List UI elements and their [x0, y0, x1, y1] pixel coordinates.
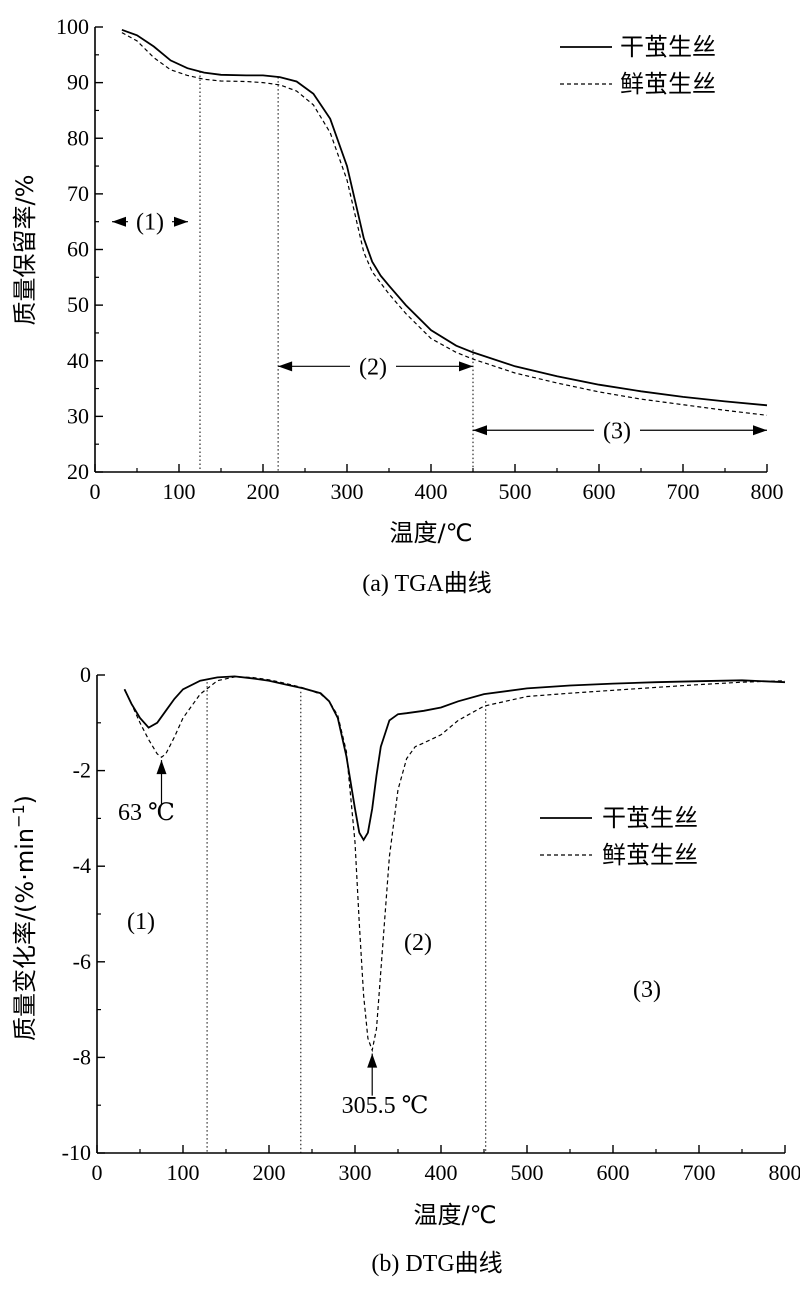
- y-tick-label: 0: [80, 662, 91, 687]
- stage2-label: (2): [359, 354, 387, 380]
- y-axis-label: 质量保留率/%: [11, 175, 39, 326]
- chart-caption: (a) TGA曲线: [362, 570, 492, 597]
- y-tick-label: -2: [73, 758, 91, 783]
- x-tick-label: 700: [683, 1160, 716, 1185]
- y-tick-label: 20: [67, 459, 89, 484]
- series-line-dry-cocoon: [123, 675, 786, 842]
- stage3-label: (3): [603, 418, 631, 444]
- x-tick-label: 200: [247, 479, 280, 504]
- y-axis-label-main: 质量变化率/(%·min: [11, 828, 39, 1041]
- stage3-label-bg: [594, 416, 640, 445]
- stage1-label: (1): [127, 909, 155, 935]
- series-line-fresh-cocoon: [121, 32, 768, 416]
- peak2-arrow-head: [367, 1053, 378, 1068]
- y-axis-label-end: ): [11, 795, 39, 804]
- stage3-label: (3): [633, 977, 661, 1003]
- x-tick-label: 600: [583, 479, 616, 504]
- x-tick-label: 400: [425, 1160, 458, 1185]
- x-tick-label: 100: [163, 479, 196, 504]
- y-tick-label: -6: [73, 949, 91, 974]
- x-tick-label: 400: [415, 479, 448, 504]
- x-tick-label: 600: [597, 1160, 630, 1185]
- peak1-label: 63 ℃: [118, 800, 175, 826]
- legend-label-fresh: 鲜茧生丝: [602, 841, 698, 869]
- series-line-dry-cocoon: [121, 28, 768, 407]
- y-axis-label: 质量变化率/(%·min−1): [9, 795, 39, 1041]
- y-tick-label: -8: [73, 1044, 91, 1069]
- x-tick-label: 300: [331, 479, 364, 504]
- stage1-arrow-left: [112, 216, 126, 227]
- stage2-arrow-right: [459, 361, 473, 372]
- legend-label-dry: 干茧生丝: [620, 33, 716, 61]
- x-tick-label: 800: [769, 1160, 800, 1185]
- stage2-label-bg: [350, 352, 396, 381]
- legend-label-fresh: 鲜茧生丝: [620, 70, 716, 98]
- legend-label-dry: 干茧生丝: [602, 804, 698, 832]
- stage2-label: (2): [404, 930, 432, 956]
- x-tick-label: 500: [511, 1160, 544, 1185]
- x-tick-label: 700: [667, 479, 700, 504]
- x-tick-label: 200: [253, 1160, 286, 1185]
- peak2-label: 305.5 ℃: [342, 1093, 429, 1119]
- peak1-arrow-head: [156, 760, 167, 775]
- tga-chart: 0 100 200 300 400 500 600 700 800 20 30 40 50 60 70 80 9…: [11, 14, 784, 597]
- x-axis-label: 温度/℃: [413, 1201, 496, 1229]
- x-tick-label: 100: [167, 1160, 200, 1185]
- stage2-arrow-left: [278, 361, 293, 372]
- stage3-arrow-right: [753, 425, 767, 436]
- series-line-fresh-cocoon: [123, 676, 786, 1053]
- y-tick-label: 90: [67, 70, 89, 95]
- y-tick-label: 100: [56, 14, 89, 39]
- stage1-label-bg: [128, 207, 172, 236]
- chart-caption: (b) DTG曲线: [371, 1250, 502, 1277]
- x-tick-label: 0: [90, 479, 101, 504]
- y-tick-label: 40: [67, 348, 89, 373]
- stage1-arrow-right: [174, 216, 188, 227]
- dtg-chart: 0 100 200 300 400 500 600 700 800 -10 -8 -6 -4 -2 0 干茧生…: [9, 662, 800, 1277]
- x-tick-label: 300: [339, 1160, 372, 1185]
- x-tick-label: 500: [499, 479, 532, 504]
- y-tick-label: 80: [67, 125, 89, 150]
- x-tick-label: 0: [92, 1160, 103, 1185]
- y-axis-label-sup: −1: [9, 804, 28, 828]
- x-axis-label: 温度/℃: [389, 519, 472, 547]
- y-tick-label: 60: [67, 237, 89, 262]
- y-tick-label: 70: [67, 181, 89, 206]
- y-tick-label: -4: [73, 853, 91, 878]
- y-tick-label: 50: [67, 292, 89, 317]
- y-tick-label: 30: [67, 403, 89, 428]
- x-tick-label: 800: [751, 479, 784, 504]
- stage1-label: (1): [136, 210, 164, 236]
- stage3-arrow-left: [473, 425, 487, 436]
- y-tick-label: -10: [62, 1140, 91, 1165]
